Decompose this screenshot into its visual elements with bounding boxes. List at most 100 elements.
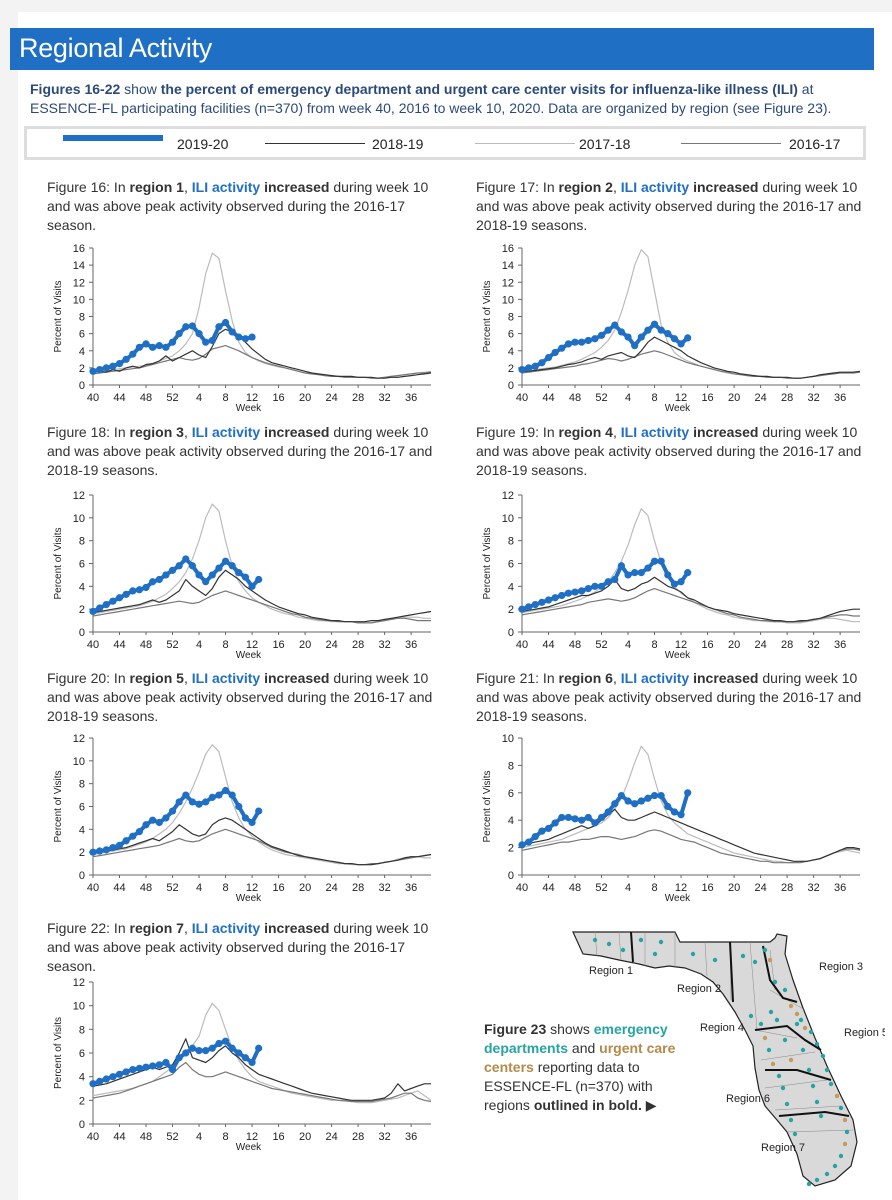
data-point-2019-20: [129, 832, 137, 840]
data-point-2019-20: [551, 348, 559, 357]
x-tick-label: 28: [352, 392, 364, 404]
data-point-2019-20: [102, 846, 110, 854]
emergency-department-dot: [838, 1153, 844, 1159]
data-point-2019-20: [241, 1054, 250, 1062]
data-point-2019-20: [597, 582, 606, 590]
caption-comma: ,: [612, 424, 621, 440]
x-tick-label: 40: [87, 639, 99, 651]
caption-region: region 3: [129, 424, 184, 440]
data-point-2019-20: [624, 333, 632, 341]
data-point-2019-20: [241, 335, 250, 343]
x-tick-label: 44: [113, 639, 125, 651]
y-tick-label: 4: [508, 581, 514, 593]
data-point-2019-20: [208, 336, 216, 345]
map-label-region-4: Region 4: [700, 1022, 744, 1034]
y-tick-label: 8: [508, 760, 514, 772]
data-point-2019-20: [175, 330, 183, 338]
data-point-2019-20: [248, 818, 256, 827]
emergency-department-dot: [798, 1017, 804, 1023]
data-point-2019-20: [248, 333, 256, 341]
x-tick-label: 24: [325, 639, 337, 651]
x-tick-label: 12: [246, 639, 258, 651]
emergency-department-dot: [782, 987, 788, 993]
x-tick-label: 16: [272, 1131, 284, 1143]
caption-ili: ILI activity: [191, 424, 261, 440]
emergency-department-dot: [818, 1113, 824, 1119]
x-tick-label: 32: [378, 639, 390, 651]
emergency-department-dot: [806, 1181, 812, 1187]
x-tick-label: 32: [378, 392, 390, 404]
emergency-department-dot: [838, 1105, 844, 1111]
emergency-department-dot: [800, 1047, 806, 1053]
emergency-department-dot: [784, 1101, 790, 1107]
caption-comma: ,: [183, 424, 192, 440]
x-tick-label: 52: [595, 639, 607, 651]
x-tick-label: 32: [807, 392, 819, 404]
data-point-2019-20: [149, 578, 157, 586]
data-point-2019-20: [122, 837, 130, 845]
x-tick-label: 16: [272, 392, 284, 404]
data-point-2019-20: [175, 562, 183, 570]
urgent-care-dot: [842, 1117, 848, 1123]
legend-label-2017-18: 2017-18: [579, 136, 631, 152]
emergency-department-dot: [808, 1029, 814, 1035]
data-point-2019-20: [571, 588, 579, 596]
data-point-2019-20: [544, 354, 553, 362]
data-point-2019-20: [591, 819, 599, 827]
data-point-2019-20: [135, 828, 143, 836]
caption-region: region 6: [558, 670, 613, 686]
data-point-2019-20: [182, 791, 190, 799]
data-point-2019-20: [624, 571, 632, 579]
map-label-region-2: Region 2: [677, 983, 721, 995]
x-axis-label: Week: [665, 893, 691, 904]
y-tick-label: 14: [502, 260, 514, 272]
data-point-2019-20: [248, 1058, 256, 1067]
caption-increased: increased: [260, 670, 330, 686]
emergency-department-dot: [768, 1009, 774, 1015]
x-tick-label: 36: [834, 392, 846, 404]
data-point-2019-20: [142, 821, 150, 829]
intro-text: Figures 16-22 show the percent of emerge…: [30, 80, 850, 118]
caption-pre: Figure 19: In: [476, 424, 559, 440]
emergency-department-dot: [828, 1081, 834, 1087]
data-point-2019-20: [551, 594, 559, 602]
caption-post: during week 10 and was above peak activi…: [476, 424, 862, 478]
y-tick-label: 8: [79, 536, 85, 548]
facility-dots: [592, 937, 850, 1187]
caption-comma: ,: [612, 179, 621, 195]
caption-ili: ILI activity: [620, 179, 690, 195]
x-axis-label: Week: [236, 403, 262, 414]
data-point-2019-20: [604, 326, 612, 334]
data-point-2019-20: [221, 318, 230, 327]
data-point-2019-20: [182, 555, 190, 563]
data-point-2019-20: [241, 814, 250, 822]
x-tick-label: 40: [87, 882, 99, 894]
data-point-2019-20: [228, 562, 236, 570]
x-tick-label: 44: [113, 882, 125, 894]
x-tick-label: 8: [651, 392, 657, 404]
data-point-2019-20: [122, 590, 130, 598]
data-point-2019-20: [664, 571, 672, 579]
data-point-2019-20: [518, 605, 526, 613]
y-tick-label: 0: [508, 380, 514, 392]
caption-post: during week 10 and was above peak activi…: [47, 179, 429, 233]
fig23-outlined: outlined in bold.: [533, 1097, 642, 1113]
data-point-2019-20: [255, 575, 263, 584]
x-tick-label: 20: [299, 392, 311, 404]
emergency-department-dot: [814, 1041, 820, 1047]
x-axis-label: Week: [236, 893, 262, 904]
data-point-2019-20: [531, 601, 539, 609]
emergency-department-dot: [814, 1177, 820, 1183]
data-point-2019-20: [109, 597, 117, 605]
data-point-2019-20: [135, 343, 143, 351]
data-point-2019-20: [611, 800, 619, 808]
data-point-2019-20: [195, 571, 203, 579]
data-point-2019-20: [89, 1080, 97, 1088]
x-tick-label: 36: [405, 1131, 417, 1143]
x-tick-label: 36: [405, 639, 417, 651]
x-tick-label: 16: [701, 639, 713, 651]
x-tick-label: 20: [728, 882, 740, 894]
